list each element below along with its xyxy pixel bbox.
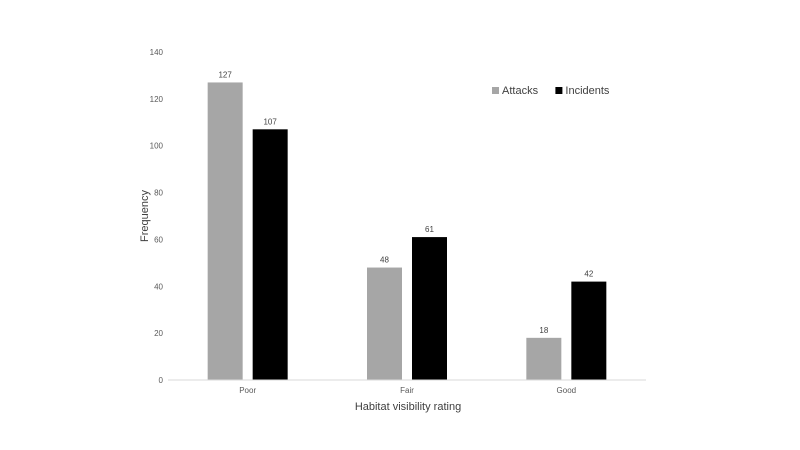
y-tick-label: 0: [159, 376, 164, 385]
data-label: 127: [218, 70, 232, 79]
legend-swatch-incidents: [555, 87, 563, 94]
y-tick-label: 140: [150, 48, 164, 57]
data-label: 18: [539, 326, 548, 335]
axis-layer: 0 20 40 60 80 100 120 140 Poor Fair Good: [150, 48, 646, 395]
y-tick-label: 60: [154, 235, 163, 244]
y-tick-label: 40: [154, 282, 163, 291]
data-label: 61: [425, 225, 434, 234]
y-tick-label: 120: [150, 95, 164, 104]
x-tick-label: Good: [557, 386, 577, 395]
legend: Attacks Incidents: [492, 85, 610, 97]
legend-label-attacks: Attacks: [502, 85, 539, 97]
bar-incidents-poor: [252, 129, 288, 380]
y-tick-label: 20: [154, 329, 163, 338]
y-tick-label: 80: [154, 189, 163, 198]
bar-attacks-good: [526, 337, 562, 380]
data-label: 107: [263, 117, 277, 126]
bar-attacks-fair: [367, 267, 402, 380]
x-tick-label: Poor: [239, 386, 256, 395]
data-label: 42: [584, 270, 593, 279]
data-label: 48: [380, 256, 389, 265]
y-tick-label: 100: [150, 142, 164, 151]
bar-attacks-poor: [207, 82, 243, 380]
legend-swatch-attacks: [492, 87, 499, 94]
legend-label-incidents: Incidents: [565, 85, 610, 97]
x-axis-title: Habitat visibility rating: [355, 401, 461, 413]
bar-incidents-good: [571, 281, 607, 380]
data-labels-layer: 127 107 48 61 18 42: [218, 70, 593, 334]
x-tick-label: Fair: [400, 386, 414, 395]
y-axis-title: Frequency: [139, 190, 151, 242]
bars-layer: [207, 82, 607, 380]
bar-incidents-fair: [412, 237, 447, 380]
